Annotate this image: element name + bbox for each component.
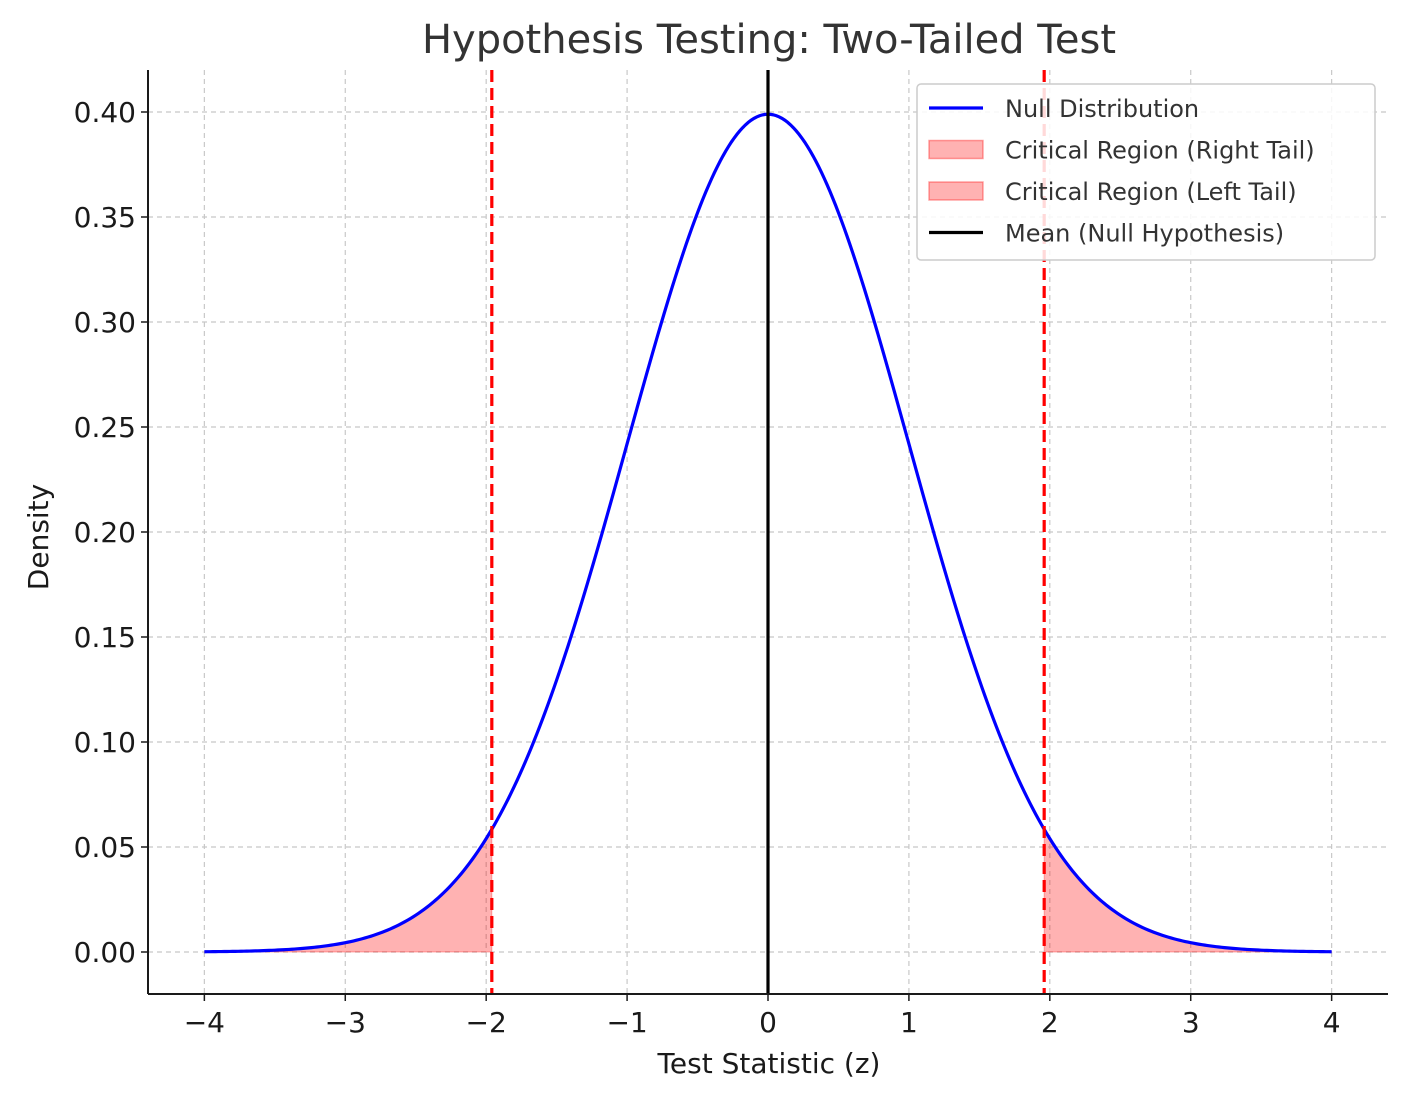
y-tick-label: 0.00: [74, 936, 136, 969]
x-axis-label: Test Statistic (z): [657, 1047, 881, 1080]
y-axis-label: Density: [22, 484, 55, 590]
y-tick-label: 0.35: [74, 201, 136, 234]
y-tick-label: 0.30: [74, 306, 136, 339]
critical-region-fill-2: [203, 827, 493, 953]
y-tick-label: 0.15: [74, 621, 136, 654]
legend-swatch-fill: [928, 139, 984, 160]
legend-label: Critical Region (Left Tail): [1005, 178, 1297, 206]
x-tick-label: −4: [184, 1006, 225, 1039]
y-tick-label: 0.40: [74, 96, 136, 129]
chart-title: Hypothesis Testing: Two-Tailed Test: [422, 17, 1116, 63]
legend-label: Critical Region (Right Tail): [1005, 137, 1315, 165]
legend-swatch-fill: [928, 181, 984, 201]
legend-box: [916, 83, 1376, 261]
x-tick-label: 3: [1182, 1006, 1200, 1039]
x-tick-label: 1: [900, 1006, 918, 1039]
x-tick-label: −1: [606, 1006, 647, 1039]
y-tick-label: 0.10: [74, 726, 136, 759]
x-tick-label: −2: [466, 1006, 507, 1039]
y-tick-label: 0.25: [74, 411, 136, 444]
x-tick-label: 4: [1323, 1006, 1341, 1039]
y-tick-label: 0.05: [74, 831, 136, 864]
legend-label: Mean (Null Hypothesis): [1005, 220, 1284, 248]
x-tick-label: 2: [1041, 1006, 1059, 1039]
critical-region-fill-1: [1043, 827, 1333, 953]
x-tick-label: −3: [325, 1006, 366, 1039]
ticks-layer: −4 −3 −2 −1 0 1 2 3 4 0.00 0.05 0.10 0.15 0.20 0.25 0.3…: [74, 96, 1341, 1039]
y-tick-label: 0.20: [74, 516, 136, 549]
x-tick-label: 0: [759, 1006, 777, 1039]
legend: Null Distribution Critical Region (Right …: [916, 83, 1376, 261]
legend-label: Null Distribution: [1005, 95, 1199, 123]
